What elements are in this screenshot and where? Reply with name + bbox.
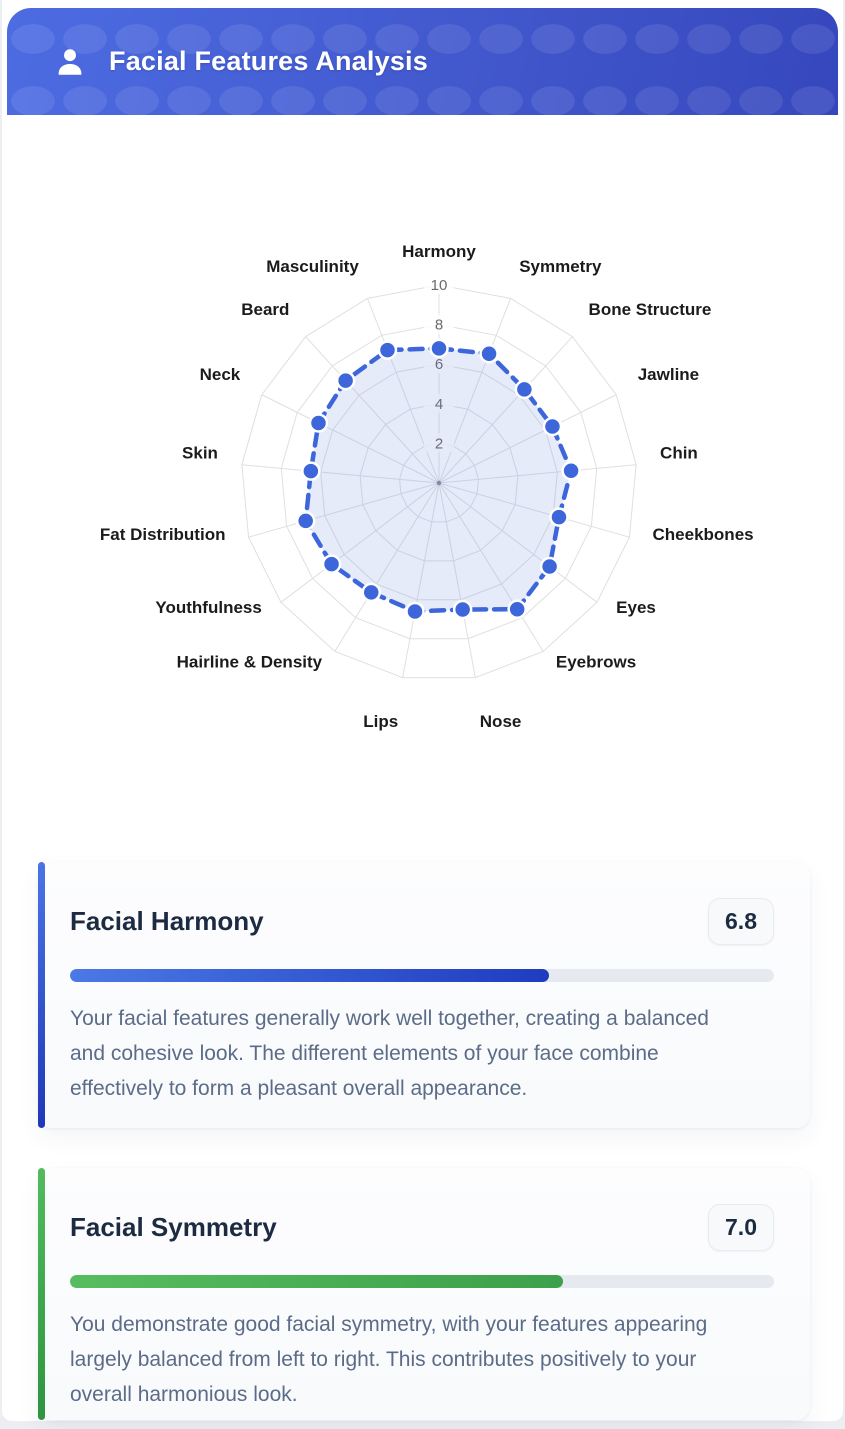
svg-text:Hairline & Density: Hairline & Density	[177, 653, 323, 672]
card-accent-bar	[38, 1168, 45, 1420]
svg-text:Bone Structure: Bone Structure	[589, 300, 712, 319]
card-title: Facial Symmetry	[70, 1212, 277, 1242]
progress-track	[70, 969, 774, 982]
svg-text:Eyes: Eyes	[616, 598, 656, 617]
svg-text:10: 10	[431, 277, 448, 294]
svg-text:Youthfulness: Youthfulness	[155, 598, 261, 617]
card-description: You demonstrate good facial symmetry, wi…	[70, 1313, 708, 1406]
score-card-facial-harmony: Facial Harmony 6.8 Your facial features …	[38, 862, 810, 1128]
progress-track	[70, 1275, 774, 1288]
svg-text:Jawline: Jawline	[638, 365, 699, 384]
page-header: Facial Features Analysis	[7, 8, 838, 115]
progress-fill	[70, 1275, 563, 1288]
svg-text:Beard: Beard	[241, 300, 289, 319]
svg-text:Nose: Nose	[480, 712, 522, 731]
svg-text:Fat Distribution: Fat Distribution	[100, 525, 226, 544]
page-title: Facial Features Analysis	[109, 46, 428, 76]
svg-text:Cheekbones: Cheekbones	[653, 525, 754, 544]
svg-text:Masculinity: Masculinity	[266, 257, 359, 276]
person-icon	[53, 45, 87, 79]
card-header-row: Facial Symmetry 7.0	[70, 1204, 774, 1251]
progress-fill	[70, 969, 549, 982]
svg-text:Skin: Skin	[182, 444, 218, 463]
svg-text:Neck: Neck	[200, 365, 241, 384]
score-badge: 6.8	[708, 898, 774, 945]
card-title: Facial Harmony	[70, 906, 264, 936]
svg-text:Eyebrows: Eyebrows	[556, 653, 636, 672]
svg-text:8: 8	[435, 317, 443, 334]
svg-text:Harmony: Harmony	[402, 242, 476, 261]
card-accent-bar	[38, 862, 45, 1128]
score-card-facial-symmetry: Facial Symmetry 7.0 You demonstrate good…	[38, 1168, 810, 1420]
svg-text:4: 4	[435, 396, 443, 413]
svg-text:Chin: Chin	[660, 444, 698, 463]
radar-chart: 2 4 6 8 10 Harmony Symmetry Bone Structure Jawli…	[100, 242, 754, 731]
svg-text:Lips: Lips	[363, 712, 398, 731]
card-description: Your facial features generally work well…	[70, 1007, 709, 1100]
svg-text:2: 2	[435, 435, 443, 452]
svg-text:Symmetry: Symmetry	[519, 257, 602, 276]
score-badge: 7.0	[708, 1204, 774, 1251]
card-header-row: Facial Harmony 6.8	[70, 898, 774, 945]
svg-text:6: 6	[435, 356, 443, 373]
